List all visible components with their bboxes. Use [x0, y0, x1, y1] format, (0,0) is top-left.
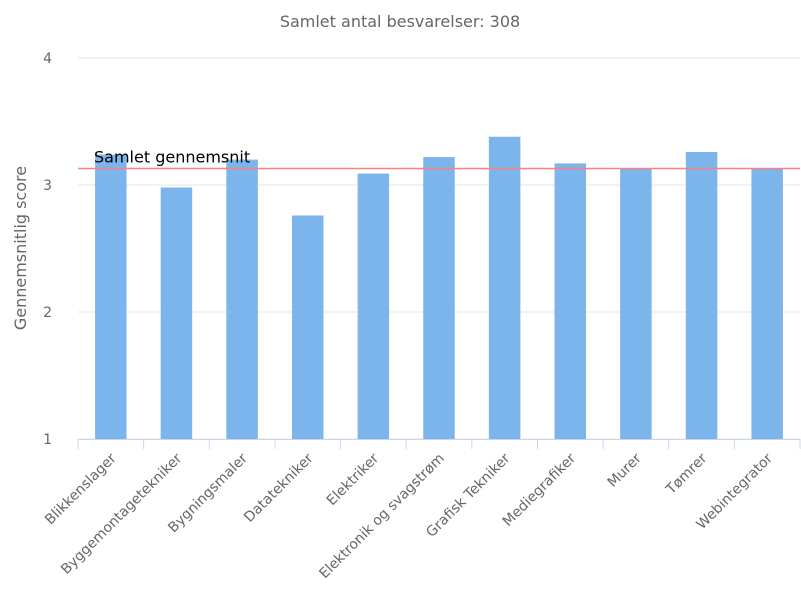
- bar: [291, 215, 324, 439]
- bar: [423, 157, 455, 439]
- bar: [554, 163, 587, 439]
- bar: [160, 187, 193, 439]
- bar: [226, 159, 258, 439]
- x-tick-label: Tømrer: [663, 450, 711, 498]
- x-tick-label: Byggemontagetekniker: [58, 450, 185, 577]
- y-axis-title: Gennemsnitlig score: [11, 166, 30, 330]
- x-tick-label: Elektriker: [324, 450, 383, 509]
- chart-title: Samlet antal besvarelser: 308: [280, 12, 520, 31]
- bar: [751, 168, 783, 440]
- bar: [685, 151, 718, 440]
- x-tick-label: Murer: [605, 450, 645, 490]
- x-tick-label: Elektronik og svagstrøm: [316, 451, 447, 582]
- y-tick-label: 2: [43, 305, 52, 321]
- y-tick-label: 4: [43, 51, 52, 67]
- y-tick-label: 3: [43, 178, 52, 194]
- plot-line-label: Samlet gennemsnit: [94, 147, 250, 166]
- bar: [620, 168, 652, 440]
- bar: [357, 173, 390, 439]
- x-tick-label: Datatekniker: [241, 450, 316, 525]
- bar: [488, 136, 521, 440]
- y-tick-label: 1: [43, 432, 52, 448]
- bar: [95, 154, 127, 439]
